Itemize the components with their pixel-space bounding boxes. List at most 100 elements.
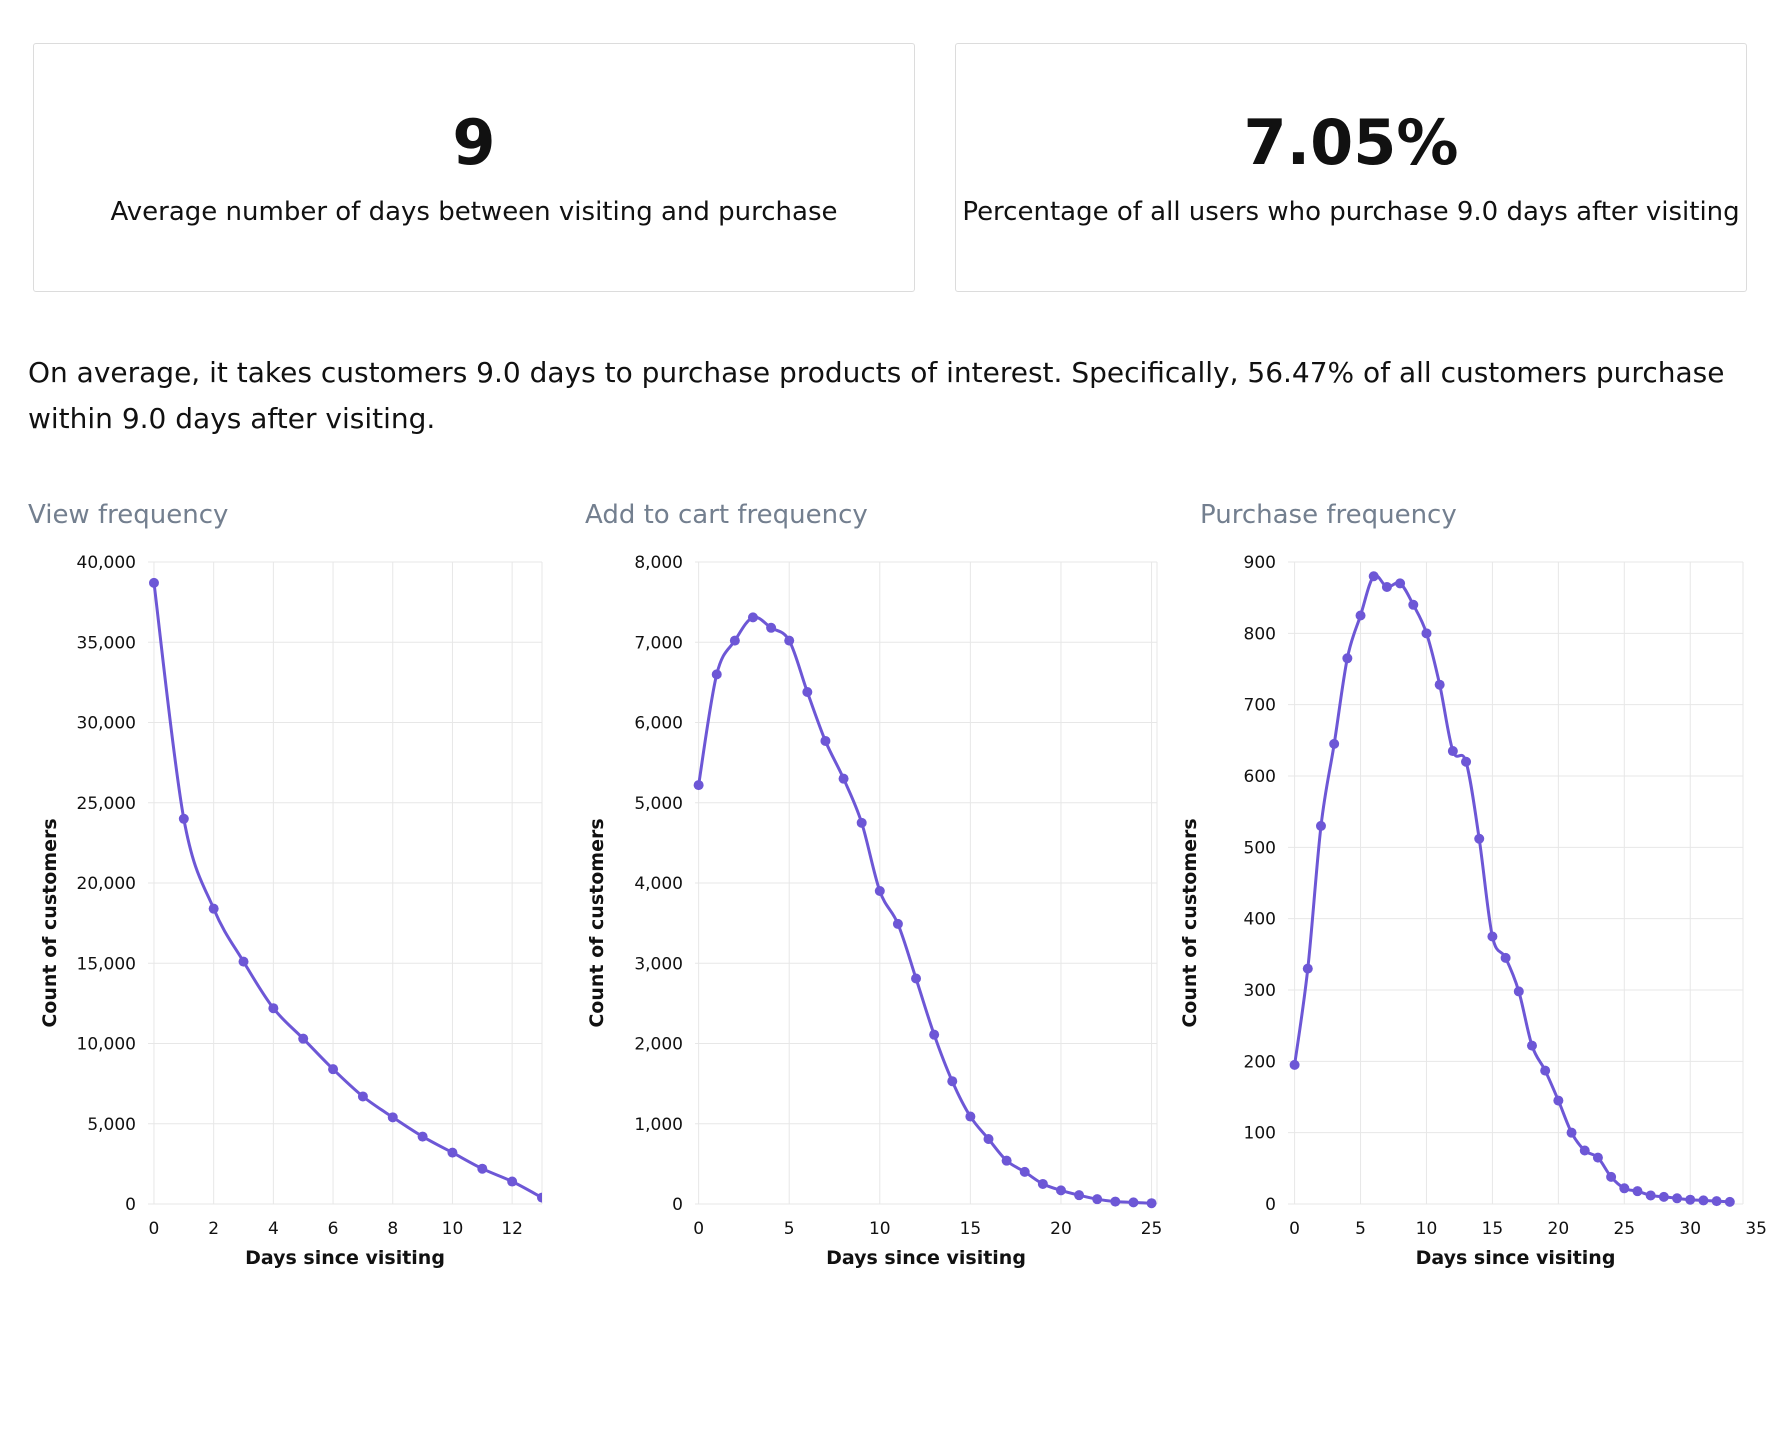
data-point xyxy=(1487,931,1498,942)
x-tick-label: 4 xyxy=(268,1219,279,1239)
data-point xyxy=(1395,578,1406,589)
series-line xyxy=(697,615,1152,1205)
x-tick-label: 25 xyxy=(1613,1219,1635,1239)
y-tick-label: 700 xyxy=(1244,696,1276,716)
x-tick-label: 15 xyxy=(1482,1219,1504,1239)
data-point xyxy=(838,773,849,784)
data-point xyxy=(947,1076,958,1087)
y-axis-label: Count of customers xyxy=(1179,818,1201,1027)
chart-title: Purchase frequency xyxy=(1200,500,1457,530)
kpi-value: 9 xyxy=(452,106,496,179)
data-point xyxy=(298,1033,309,1044)
data-point xyxy=(1711,1196,1722,1207)
chart-title: Add to cart frequency xyxy=(585,500,868,530)
y-tick-label: 40,000 xyxy=(77,553,136,573)
y-tick-label: 15,000 xyxy=(77,954,136,974)
data-point xyxy=(1092,1194,1103,1205)
data-point xyxy=(1685,1194,1696,1205)
chart-2: Add to cart frequency 0 1,000 2,000 3,000 4,0… xyxy=(585,500,1162,1269)
y-tick-label: 0 xyxy=(125,1195,136,1215)
y-tick-label: 25,000 xyxy=(77,794,136,814)
chart-1: View frequency 0 5,000 10,000 15,000 20,000 25… xyxy=(28,500,543,1269)
y-tick-label: 7,000 xyxy=(634,633,683,653)
data-point xyxy=(983,1133,994,1144)
y-tick-label: 300 xyxy=(1244,981,1276,1001)
y-tick-label: 1,000 xyxy=(634,1115,683,1135)
chart-3: Purchase frequency 0 100 200 300 400 500 600 700… xyxy=(1179,500,1767,1269)
data-point xyxy=(1329,738,1340,749)
data-point xyxy=(766,622,777,633)
data-point xyxy=(856,817,867,828)
data-point xyxy=(874,886,885,897)
x-tick-label: 10 xyxy=(869,1219,891,1239)
y-tick-label: 900 xyxy=(1244,553,1276,573)
x-tick-label: 20 xyxy=(1050,1219,1072,1239)
data-point xyxy=(507,1176,518,1187)
data-point xyxy=(1421,628,1432,639)
y-axis-label: Count of customers xyxy=(39,818,61,1027)
x-tick-label: 0 xyxy=(1289,1219,1300,1239)
data-point xyxy=(1606,1171,1617,1182)
y-tick-label: 3,000 xyxy=(634,954,683,974)
data-point xyxy=(1368,571,1379,582)
series xyxy=(693,612,1157,1209)
data-point xyxy=(1001,1155,1012,1166)
x-tick-label: 35 xyxy=(1745,1219,1767,1239)
x-tick-label: 0 xyxy=(149,1219,160,1239)
data-point xyxy=(417,1131,428,1142)
data-point xyxy=(802,687,813,698)
data-point xyxy=(357,1091,368,1102)
y-tick-label: 20,000 xyxy=(77,874,136,894)
data-point xyxy=(1461,756,1472,767)
data-point xyxy=(1381,581,1392,592)
data-point xyxy=(1355,610,1366,621)
data-point xyxy=(1645,1190,1656,1201)
y-tick-label: 500 xyxy=(1244,838,1276,858)
data-point xyxy=(1672,1193,1683,1204)
data-point xyxy=(1592,1152,1603,1163)
data-point xyxy=(238,956,249,967)
y-tick-label: 400 xyxy=(1244,910,1276,930)
data-point xyxy=(1074,1190,1085,1201)
x-tick-label: 10 xyxy=(1416,1219,1438,1239)
data-point xyxy=(1566,1127,1577,1138)
summary-text: On average, it takes customers 9.0 days … xyxy=(28,356,1725,435)
x-tick-label: 20 xyxy=(1548,1219,1570,1239)
data-point xyxy=(1724,1196,1735,1207)
data-point xyxy=(447,1147,458,1158)
data-point xyxy=(148,577,159,588)
kpi-card-avg-days: 9 Average number of days between visitin… xyxy=(33,43,915,292)
series xyxy=(148,577,542,1203)
y-tick-label: 8,000 xyxy=(634,553,683,573)
data-point xyxy=(911,973,922,984)
x-tick-label: 2 xyxy=(208,1219,219,1239)
data-point xyxy=(1019,1166,1030,1177)
data-point xyxy=(1037,1178,1048,1189)
y-tick-label: 200 xyxy=(1244,1052,1276,1072)
y-tick-label: 600 xyxy=(1244,767,1276,787)
kpi-label: Percentage of all users who purchase 9.0… xyxy=(962,197,1740,227)
data-point xyxy=(1128,1197,1139,1208)
x-tick-label: 5 xyxy=(1355,1219,1366,1239)
data-point xyxy=(1434,679,1445,690)
data-point xyxy=(1302,963,1313,974)
data-point xyxy=(387,1112,398,1123)
y-tick-label: 100 xyxy=(1244,1124,1276,1144)
y-tick-label: 4,000 xyxy=(634,874,683,894)
x-tick-label: 8 xyxy=(387,1219,398,1239)
data-point xyxy=(747,612,758,623)
data-point xyxy=(711,669,722,680)
data-point xyxy=(268,1003,279,1014)
data-point xyxy=(1474,833,1485,844)
y-tick-label: 30,000 xyxy=(77,714,136,734)
x-tick-label: 12 xyxy=(501,1219,523,1239)
data-point xyxy=(784,635,795,646)
data-point xyxy=(328,1064,339,1075)
x-tick-label: 6 xyxy=(328,1219,339,1239)
data-point xyxy=(1055,1185,1066,1196)
data-point xyxy=(1698,1195,1709,1206)
kpi-value: 7.05% xyxy=(1243,106,1459,179)
data-point xyxy=(965,1111,976,1122)
data-point xyxy=(1110,1196,1121,1207)
